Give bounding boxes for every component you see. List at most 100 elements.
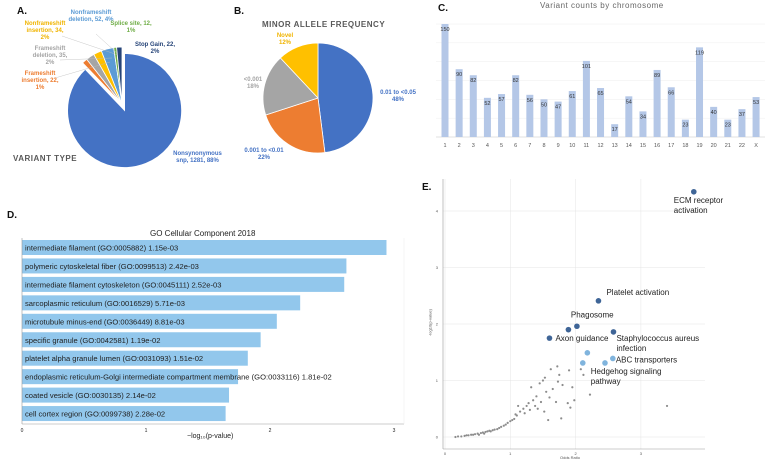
scatter-point <box>463 434 466 437</box>
go-term-label: intermediate filament (GO:0005882) 1.15e… <box>25 244 178 253</box>
highlight-point <box>610 355 616 362</box>
y-tick-label: 0 <box>436 435 439 440</box>
pathway-label: Platelet activation <box>606 288 669 297</box>
maf-title: MINOR ALLELE FREQUENCY <box>262 20 386 29</box>
scatter-point <box>473 433 477 436</box>
go-chart-title: GO Cellular Component 2018 <box>150 229 256 238</box>
scatter-point <box>513 417 516 421</box>
maf-label-common: 0.01 to <0.05 48% <box>380 90 416 103</box>
highlight-point <box>546 335 553 341</box>
slice-label-splice-site: Splice site, 12, 1% <box>110 21 152 34</box>
scatter-point <box>549 368 552 371</box>
scatter-point <box>579 368 582 371</box>
scatter-point <box>465 434 468 437</box>
scatter-point <box>470 433 473 436</box>
bar-value-label: 23 <box>725 123 731 129</box>
scatter-point <box>456 435 460 438</box>
scatter-x-axis-label: Odds Ratio <box>560 455 581 460</box>
go-term-label: specific granule (GO:0042581) 1.19e-02 <box>25 336 161 345</box>
leader-line-0 <box>54 61 111 79</box>
scatter-point <box>515 414 518 417</box>
pathway-label: Hedgehog signaling <box>591 367 662 376</box>
scatter-point <box>525 404 528 408</box>
highlight-point <box>690 188 697 195</box>
bar-chr-21 <box>724 119 732 137</box>
go-x-axis-label: −log₁₀(p-value) <box>187 433 234 440</box>
bar-chr-15 <box>639 111 647 137</box>
slice-label-nonsynonymous: Nonsynonymous snp, 1281, 88% <box>173 151 222 164</box>
scatter-point <box>556 365 559 368</box>
go-term-label: coated vesicle (GO:0030135) 2.14e-02 <box>25 391 156 400</box>
scatter-point <box>554 400 558 404</box>
scatter-point <box>536 407 539 410</box>
scatter-point <box>566 402 569 405</box>
variant-type-slice-6 <box>116 46 123 105</box>
scatter-point <box>523 412 526 415</box>
bar-value-label: 40 <box>711 110 717 116</box>
scatter-point <box>569 406 572 409</box>
x-tick-label: 0 <box>444 451 447 456</box>
chromosome-chart-title: Variant counts by chromosome <box>540 1 664 10</box>
y-tick-label: 3 <box>436 265 439 270</box>
bar-value-label: 54 <box>626 99 632 105</box>
pathway-label: activation <box>674 206 708 215</box>
scatter-point <box>538 382 541 385</box>
bar-chr-6 <box>512 75 520 137</box>
chromosome-tick-label: 11 <box>584 143 590 149</box>
scatter-point <box>491 429 494 432</box>
go-bar-8 <box>22 387 230 403</box>
bar-chr-5 <box>498 94 506 137</box>
pathway-label: ABC transporters <box>616 355 677 364</box>
highlight-point <box>584 350 591 356</box>
leader-line-2 <box>61 35 119 56</box>
maf-slice-3 <box>279 42 319 100</box>
scatter-point <box>479 431 483 435</box>
scatter-point <box>471 433 475 436</box>
bar-value-label: 57 <box>498 97 504 103</box>
bar-chr-18 <box>681 119 689 137</box>
scatter-point <box>522 407 525 410</box>
chromosome-tick-label: 21 <box>725 143 731 149</box>
chromosome-tick-label: 6 <box>514 143 517 149</box>
chromosome-tick-label: 19 <box>696 143 702 149</box>
bar-value-label: 150 <box>440 27 449 33</box>
go-bar-9 <box>22 406 226 422</box>
bar-chr-7 <box>526 94 534 137</box>
bar-value-label: 82 <box>470 78 476 84</box>
chromosome-tick-label: 5 <box>500 143 503 149</box>
chromosome-tick-label: 12 <box>597 143 603 149</box>
scatter-point <box>571 386 574 389</box>
scatter-point <box>489 430 492 433</box>
scatter-point <box>496 427 499 431</box>
scatter-point <box>560 417 563 420</box>
scatter-point <box>527 402 530 405</box>
panel-a-letter: A. <box>17 6 27 17</box>
scatter-point <box>502 424 505 427</box>
slice-label-frameshift-insertion: Frameshift insertion, 22, 1% <box>21 71 59 91</box>
bar-value-label: 23 <box>682 123 688 129</box>
variant-type-slice-0 <box>67 53 182 168</box>
scatter-point <box>460 435 463 438</box>
highlight-point <box>574 323 580 330</box>
go-term-label: intermediate filament cytoskeleton (GO:0… <box>25 280 221 289</box>
bar-chr-4 <box>483 97 491 137</box>
maf-label-novel: Novel 12% <box>276 33 294 46</box>
go-bar-0 <box>22 240 387 255</box>
scatter-point <box>539 400 543 404</box>
pathway-label: Axon guidance <box>555 334 608 343</box>
bar-chr-17 <box>667 87 675 137</box>
chromosome-tick-label: 1 <box>443 143 446 149</box>
pathway-label: infection <box>616 344 646 353</box>
go-bar-3 <box>22 295 301 311</box>
bar-value-label: 65 <box>597 91 603 97</box>
panel-d-letter: D. <box>7 210 17 221</box>
pathway-label: Phagosome <box>571 310 614 319</box>
scatter-point <box>467 434 470 437</box>
go-term-label: polymeric cytoskeletal fiber (GO:0099513… <box>25 262 199 271</box>
scatter-point <box>534 404 537 408</box>
scatter-point <box>484 430 487 434</box>
chromosome-tick-label: 15 <box>640 143 646 149</box>
bar-chr-9 <box>554 101 562 137</box>
